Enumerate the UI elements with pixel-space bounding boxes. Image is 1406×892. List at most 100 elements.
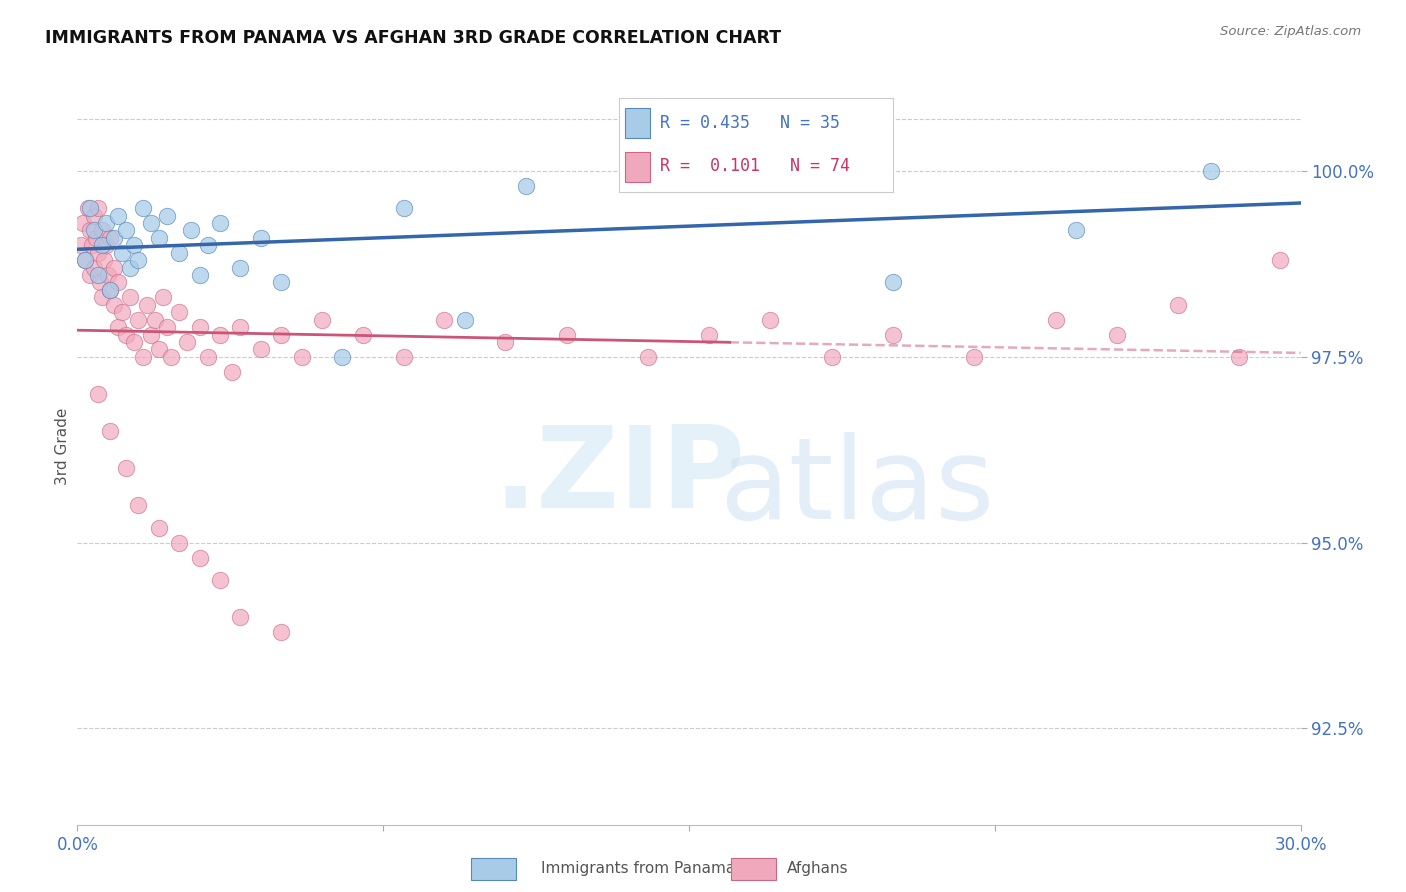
- Point: [1045, 312, 1067, 326]
- Point: [229, 260, 252, 275]
- Point: [97, 268, 120, 282]
- Point: [98, 283, 121, 297]
- Point: [120, 260, 142, 275]
- Point: [152, 290, 174, 304]
- Point: [139, 216, 162, 230]
- Point: [87, 201, 110, 215]
- Point: [392, 201, 415, 215]
- Y-axis label: 3rd Grade: 3rd Grade: [55, 408, 70, 484]
- Point: [1066, 223, 1088, 237]
- Point: [94, 216, 117, 230]
- Point: [127, 253, 149, 268]
- Point: [131, 201, 153, 215]
- Point: [699, 327, 721, 342]
- Point: [169, 245, 191, 260]
- Point: [107, 276, 129, 290]
- Point: [127, 312, 149, 326]
- Point: [1167, 298, 1189, 312]
- Point: [169, 535, 191, 549]
- Point: [115, 223, 138, 237]
- Point: [208, 573, 231, 587]
- FancyBboxPatch shape: [626, 109, 650, 138]
- Point: [148, 343, 170, 357]
- Point: [79, 223, 101, 237]
- Point: [103, 298, 125, 312]
- Point: [143, 312, 166, 326]
- Point: [80, 238, 103, 252]
- Point: [169, 305, 191, 319]
- Point: [1107, 327, 1129, 342]
- Point: [89, 276, 111, 290]
- Point: [1270, 253, 1292, 268]
- Text: .ZIP: .ZIP: [494, 421, 745, 532]
- Point: [115, 461, 138, 475]
- Point: [208, 327, 231, 342]
- Point: [98, 424, 121, 438]
- Point: [229, 610, 252, 624]
- Point: [882, 327, 904, 342]
- Point: [658, 164, 681, 178]
- Point: [148, 521, 170, 535]
- FancyBboxPatch shape: [626, 153, 650, 183]
- Point: [156, 320, 179, 334]
- Point: [103, 260, 125, 275]
- Point: [75, 253, 97, 268]
- Point: [740, 164, 762, 178]
- Point: [90, 238, 112, 252]
- Point: [433, 312, 456, 326]
- Point: [332, 350, 354, 364]
- Text: Afghans: Afghans: [787, 862, 849, 876]
- Point: [93, 253, 115, 268]
- Point: [76, 201, 98, 215]
- Point: [188, 320, 211, 334]
- Point: [352, 327, 374, 342]
- Point: [131, 350, 153, 364]
- Point: [98, 283, 121, 297]
- Point: [87, 387, 110, 401]
- Point: [250, 231, 273, 245]
- Point: [208, 216, 231, 230]
- Point: [83, 223, 105, 237]
- Point: [107, 209, 129, 223]
- Point: [160, 350, 183, 364]
- Point: [124, 334, 146, 349]
- Point: [83, 260, 105, 275]
- Point: [148, 231, 170, 245]
- Point: [963, 350, 986, 364]
- Point: [120, 290, 142, 304]
- Point: [79, 201, 101, 215]
- Point: [229, 320, 252, 334]
- Point: [197, 238, 219, 252]
- Point: [87, 268, 110, 282]
- Point: [637, 350, 659, 364]
- Point: [882, 276, 904, 290]
- Point: [176, 334, 198, 349]
- Point: [94, 238, 117, 252]
- Point: [98, 231, 121, 245]
- Point: [392, 350, 415, 364]
- Point: [83, 209, 105, 223]
- Point: [111, 305, 134, 319]
- Point: [197, 350, 219, 364]
- Point: [127, 499, 149, 513]
- Text: IMMIGRANTS FROM PANAMA VS AFGHAN 3RD GRADE CORRELATION CHART: IMMIGRANTS FROM PANAMA VS AFGHAN 3RD GRA…: [45, 29, 782, 46]
- Point: [221, 365, 243, 379]
- Point: [115, 327, 138, 342]
- Point: [290, 350, 312, 364]
- Point: [270, 327, 292, 342]
- Point: [311, 312, 333, 326]
- Point: [270, 624, 292, 639]
- Text: R = 0.435   N = 35: R = 0.435 N = 35: [659, 114, 839, 132]
- Point: [1229, 350, 1251, 364]
- Point: [79, 268, 101, 282]
- Point: [90, 290, 112, 304]
- Point: [72, 216, 94, 230]
- Point: [180, 223, 202, 237]
- Point: [124, 238, 146, 252]
- Text: atlas: atlas: [720, 433, 995, 543]
- Point: [107, 320, 129, 334]
- Text: Immigrants from Panama: Immigrants from Panama: [541, 862, 735, 876]
- Point: [84, 231, 107, 245]
- Point: [87, 245, 110, 260]
- Point: [821, 350, 844, 364]
